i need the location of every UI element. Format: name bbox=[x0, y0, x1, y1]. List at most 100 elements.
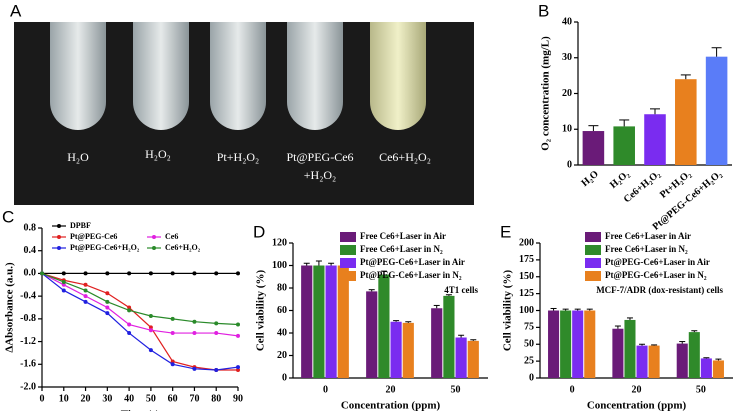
marker bbox=[170, 271, 175, 276]
marker bbox=[148, 325, 153, 330]
y-tick-label: 30 bbox=[562, 52, 572, 63]
bar bbox=[378, 274, 390, 378]
legend-label: Free Ce6+Laser in N₂ bbox=[360, 244, 443, 254]
x-tick-label: 20 bbox=[81, 393, 91, 404]
x-axis-label: Concentration (ppm) bbox=[341, 400, 441, 411]
x-tick-label: 30 bbox=[102, 393, 112, 404]
y-tick-label: -1.2 bbox=[20, 336, 36, 347]
bar bbox=[612, 328, 624, 378]
legend-label: Pt@PEG-Ce6+H₂O₂ bbox=[70, 243, 140, 252]
legend-swatch bbox=[585, 258, 601, 268]
y-tick-label: 100 bbox=[272, 260, 287, 271]
y-tick-label: 175 bbox=[519, 254, 534, 265]
y-tick-label: -1.6 bbox=[20, 359, 36, 370]
panel-letter: C bbox=[2, 207, 14, 226]
marker bbox=[127, 305, 132, 310]
bar bbox=[467, 340, 479, 378]
x-tick-label: 40 bbox=[124, 393, 134, 404]
legend-swatch bbox=[585, 232, 601, 242]
marker bbox=[170, 359, 175, 364]
marker bbox=[40, 271, 44, 276]
marker bbox=[214, 367, 219, 372]
photo-label: Pt+H₂O₂ bbox=[217, 150, 259, 164]
x-tick-label: 60 bbox=[168, 393, 178, 404]
marker bbox=[148, 314, 153, 319]
bar bbox=[705, 56, 728, 165]
marker bbox=[105, 271, 110, 276]
legend-label: Free Ce6+Laser in Air bbox=[605, 231, 691, 241]
y-tick-label: 10 bbox=[562, 124, 572, 135]
y-tick-label: 0 bbox=[567, 159, 572, 170]
marker bbox=[236, 322, 240, 327]
bar bbox=[712, 360, 724, 378]
marker bbox=[83, 288, 88, 293]
marker bbox=[192, 331, 197, 336]
marker bbox=[83, 282, 88, 287]
x-tick-label: 0 bbox=[570, 384, 575, 395]
legend-marker bbox=[57, 246, 61, 250]
photo-label: Pt@PEG-Ce6 bbox=[286, 150, 353, 164]
marker bbox=[192, 366, 197, 371]
line bbox=[41, 272, 239, 371]
legend-label: Pt@PEG-Ce6+Laser in Air bbox=[360, 257, 465, 267]
y-tick-label: 20 bbox=[562, 88, 572, 99]
legend-marker bbox=[57, 224, 61, 228]
y-tick-label: 40 bbox=[562, 16, 572, 27]
legend-label: Pt@PEG-Ce6 bbox=[70, 232, 117, 241]
panel-letter: D bbox=[253, 222, 265, 241]
y-tick-label: -0.8 bbox=[20, 313, 36, 324]
panel-letter: A bbox=[10, 1, 22, 20]
y-tick-label: 80 bbox=[277, 282, 287, 293]
legend-label: Free Ce6+Laser in N₂ bbox=[605, 244, 688, 254]
marker bbox=[192, 271, 197, 276]
marker bbox=[148, 271, 153, 276]
y-tick-label: 120 bbox=[272, 237, 287, 248]
y-tick-label: 60 bbox=[277, 305, 287, 316]
bar bbox=[582, 131, 605, 165]
bar bbox=[301, 265, 313, 378]
bar bbox=[676, 343, 688, 378]
legend-swatch bbox=[340, 258, 356, 268]
bar bbox=[648, 345, 660, 378]
legend-label: Ce6 bbox=[165, 232, 178, 241]
y-tick-label: 75 bbox=[524, 322, 534, 333]
y-tick-label: 200 bbox=[519, 237, 534, 248]
y-axis-label: ΔAbsorbance (a.u.) bbox=[4, 262, 16, 353]
marker bbox=[236, 333, 240, 338]
bar bbox=[688, 332, 700, 378]
y-axis-label: Cell viability (%) bbox=[502, 270, 514, 352]
marker bbox=[83, 299, 88, 304]
y-tick-label: 40 bbox=[277, 327, 287, 338]
y-tick-label: 100 bbox=[519, 305, 534, 316]
legend-label: Pt@PEG-Ce6+Laser in Air bbox=[605, 257, 710, 267]
bar bbox=[624, 319, 636, 378]
legend-marker bbox=[152, 246, 156, 250]
x-tick-label: 50 bbox=[146, 393, 156, 404]
legend-marker bbox=[57, 235, 61, 239]
x-tick-label: H₂O₂ bbox=[608, 169, 632, 191]
marker bbox=[61, 282, 66, 287]
x-tick-label: 70 bbox=[189, 393, 199, 404]
x-tick-label: 10 bbox=[59, 393, 69, 404]
legend-label: Ce6+H₂O₂ bbox=[165, 243, 201, 252]
photo-label: H₂O₂ bbox=[145, 147, 171, 161]
photo-label: Ce6+H₂O₂ bbox=[379, 150, 431, 164]
x-tick-label: 0 bbox=[40, 393, 45, 404]
marker bbox=[214, 321, 219, 326]
bar bbox=[644, 114, 666, 165]
marker bbox=[236, 365, 240, 370]
y-tick-label: 0 bbox=[282, 372, 287, 383]
bar bbox=[675, 79, 697, 165]
x-tick-label: 90 bbox=[233, 393, 243, 404]
marker bbox=[61, 288, 66, 293]
legend-label: DPBF bbox=[70, 221, 91, 230]
x-tick-label: 80 bbox=[211, 393, 221, 404]
legend-swatch bbox=[585, 245, 601, 255]
y-tick-label: 50 bbox=[524, 339, 534, 350]
bar bbox=[443, 295, 455, 378]
bar bbox=[572, 310, 584, 378]
marker bbox=[214, 271, 219, 276]
bar bbox=[548, 310, 560, 378]
marker bbox=[170, 331, 175, 336]
